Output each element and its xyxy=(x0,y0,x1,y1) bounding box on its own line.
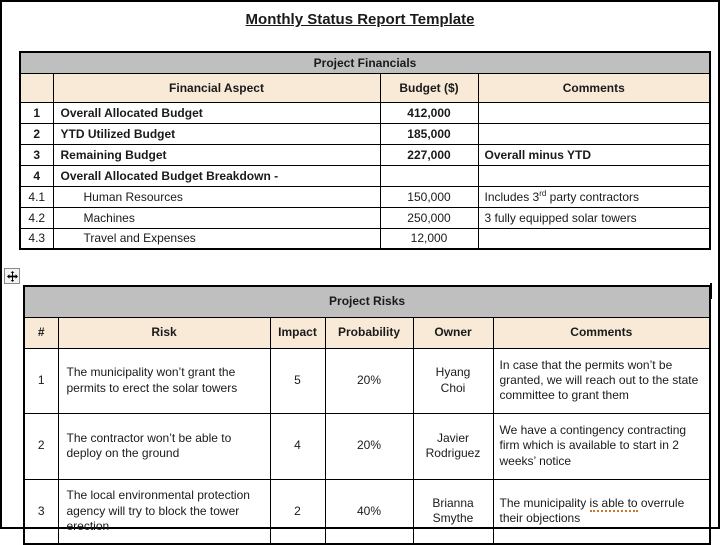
grammar-suggestion-text: is able to xyxy=(589,496,638,513)
risk-comments-cell[interactable]: We have a contingency contracting firm w… xyxy=(492,412,711,480)
risks-header-probability[interactable]: Probability xyxy=(324,316,414,349)
budget-cell[interactable]: 185,000 xyxy=(379,122,479,145)
risks-header-owner[interactable]: Owner xyxy=(412,316,494,349)
risk-description-cell[interactable]: The municipality won’t grant the permits… xyxy=(57,347,271,414)
owner-cell[interactable]: Hyang Choi xyxy=(412,347,494,414)
budget-cell[interactable]: 12,000 xyxy=(379,227,479,250)
comments-cell[interactable]: 3 fully equipped solar towers xyxy=(477,206,711,229)
budget-cell[interactable]: 150,000 xyxy=(379,185,479,208)
row-number-cell[interactable]: 4.3 xyxy=(19,227,54,250)
financials-header-aspect[interactable]: Financial Aspect xyxy=(52,72,381,103)
probability-cell[interactable]: 20% xyxy=(324,412,414,480)
risk-number-cell[interactable]: 1 xyxy=(23,347,59,414)
budget-cell[interactable]: 227,000 xyxy=(379,143,479,166)
budget-cell[interactable]: 250,000 xyxy=(379,206,479,229)
ordinal-superscript: rd xyxy=(539,188,547,198)
financials-row: 4.2 Machines 250,000 3 fully equipped so… xyxy=(19,206,711,229)
aspect-cell[interactable]: Machines xyxy=(52,206,381,229)
row-number-cell[interactable]: 1 xyxy=(19,101,54,124)
risk-row: 1 The municipality won’t grant the permi… xyxy=(23,347,711,414)
page-title[interactable]: Monthly Status Report Template xyxy=(245,11,475,28)
risk-row: 2 The contractor won’t be able to deploy… xyxy=(23,412,711,480)
risks-header-impact[interactable]: Impact xyxy=(269,316,326,349)
aspect-cell[interactable]: YTD Utilized Budget xyxy=(52,122,381,145)
row-number-cell[interactable]: 4 xyxy=(19,164,54,187)
financials-header-num[interactable] xyxy=(19,72,54,103)
budget-cell[interactable] xyxy=(379,164,479,187)
budget-cell[interactable]: 412,000 xyxy=(379,101,479,124)
four-way-arrow-icon xyxy=(6,270,18,282)
owner-cell[interactable]: Javier Rodriguez xyxy=(412,412,494,480)
financials-row: 3 Remaining Budget 227,000 Overall minus… xyxy=(19,143,711,166)
impact-cell[interactable]: 4 xyxy=(269,412,326,480)
probability-cell[interactable]: 20% xyxy=(324,347,414,414)
risks-header-risk[interactable]: Risk xyxy=(57,316,271,349)
financials-header-budget[interactable]: Budget ($) xyxy=(379,72,479,103)
comment-text: The municipality xyxy=(499,496,590,511)
comments-cell[interactable] xyxy=(477,164,711,187)
row-number-cell[interactable]: 2 xyxy=(19,122,54,145)
row-number-cell[interactable]: 4.1 xyxy=(19,185,54,208)
table-move-handle-icon[interactable] xyxy=(4,268,20,284)
risk-comments-cell[interactable]: In case that the permits won’t be grante… xyxy=(492,347,711,414)
financials-row: 4.3 Travel and Expenses 12,000 xyxy=(19,227,711,250)
financials-row: 2 YTD Utilized Budget 185,000 xyxy=(19,122,711,145)
aspect-cell[interactable]: Travel and Expenses xyxy=(52,227,381,250)
financials-section-title[interactable]: Project Financials xyxy=(19,51,711,74)
comments-cell[interactable]: Includes 3rd party contractors xyxy=(477,185,711,208)
aspect-cell[interactable]: Overall Allocated Budget Breakdown - xyxy=(52,164,381,187)
risk-description-cell[interactable]: The local environmental protection agenc… xyxy=(57,478,271,545)
risks-header-num[interactable]: # xyxy=(23,316,59,349)
risk-description-cell[interactable]: The contractor won’t be able to deploy o… xyxy=(57,412,271,480)
aspect-cell[interactable]: Overall Allocated Budget xyxy=(52,101,381,124)
financials-table: Project Financials Financial Aspect Budg… xyxy=(19,51,712,250)
risk-row: 3 The local environmental protection age… xyxy=(23,478,711,545)
probability-cell[interactable]: 40% xyxy=(324,478,414,545)
risks-table: Project Risks # Risk Impact Probability … xyxy=(23,285,712,545)
comment-text: overrule their objections xyxy=(499,496,685,526)
risk-number-cell[interactable]: 2 xyxy=(23,412,59,480)
financials-section-header-row: Project Financials xyxy=(19,51,711,74)
aspect-cell[interactable]: Remaining Budget xyxy=(52,143,381,166)
financials-row: 1 Overall Allocated Budget 412,000 xyxy=(19,101,711,124)
row-number-cell[interactable]: 3 xyxy=(19,143,54,166)
text-cursor xyxy=(710,283,712,299)
risks-section-title[interactable]: Project Risks xyxy=(23,285,711,318)
risks-section-header-row: Project Risks xyxy=(23,285,711,318)
financials-column-header-row: Financial Aspect Budget ($) Comments xyxy=(19,72,711,103)
owner-cell[interactable]: Brianna Smythe xyxy=(412,478,494,545)
financials-row: 4.1 Human Resources 150,000 Includes 3rd… xyxy=(19,185,711,208)
comments-cell[interactable] xyxy=(477,122,711,145)
impact-cell[interactable]: 5 xyxy=(269,347,326,414)
row-number-cell[interactable]: 4.2 xyxy=(19,206,54,229)
comment-text: party contractors xyxy=(546,189,640,204)
risk-comments-cell[interactable]: The municipality is able to overrule the… xyxy=(492,478,711,545)
comments-cell[interactable] xyxy=(477,101,711,124)
comments-cell[interactable] xyxy=(477,227,711,250)
financials-row: 4 Overall Allocated Budget Breakdown - xyxy=(19,164,711,187)
risks-header-comments[interactable]: Comments xyxy=(492,316,711,349)
financials-header-comments[interactable]: Comments xyxy=(477,72,711,103)
comments-cell[interactable]: Overall minus YTD xyxy=(477,143,711,166)
impact-cell[interactable]: 2 xyxy=(269,478,326,545)
risks-column-header-row: # Risk Impact Probability Owner Comments xyxy=(23,316,711,349)
risk-number-cell[interactable]: 3 xyxy=(23,478,59,545)
comment-text: Includes 3 xyxy=(484,189,540,204)
aspect-cell[interactable]: Human Resources xyxy=(52,185,381,208)
